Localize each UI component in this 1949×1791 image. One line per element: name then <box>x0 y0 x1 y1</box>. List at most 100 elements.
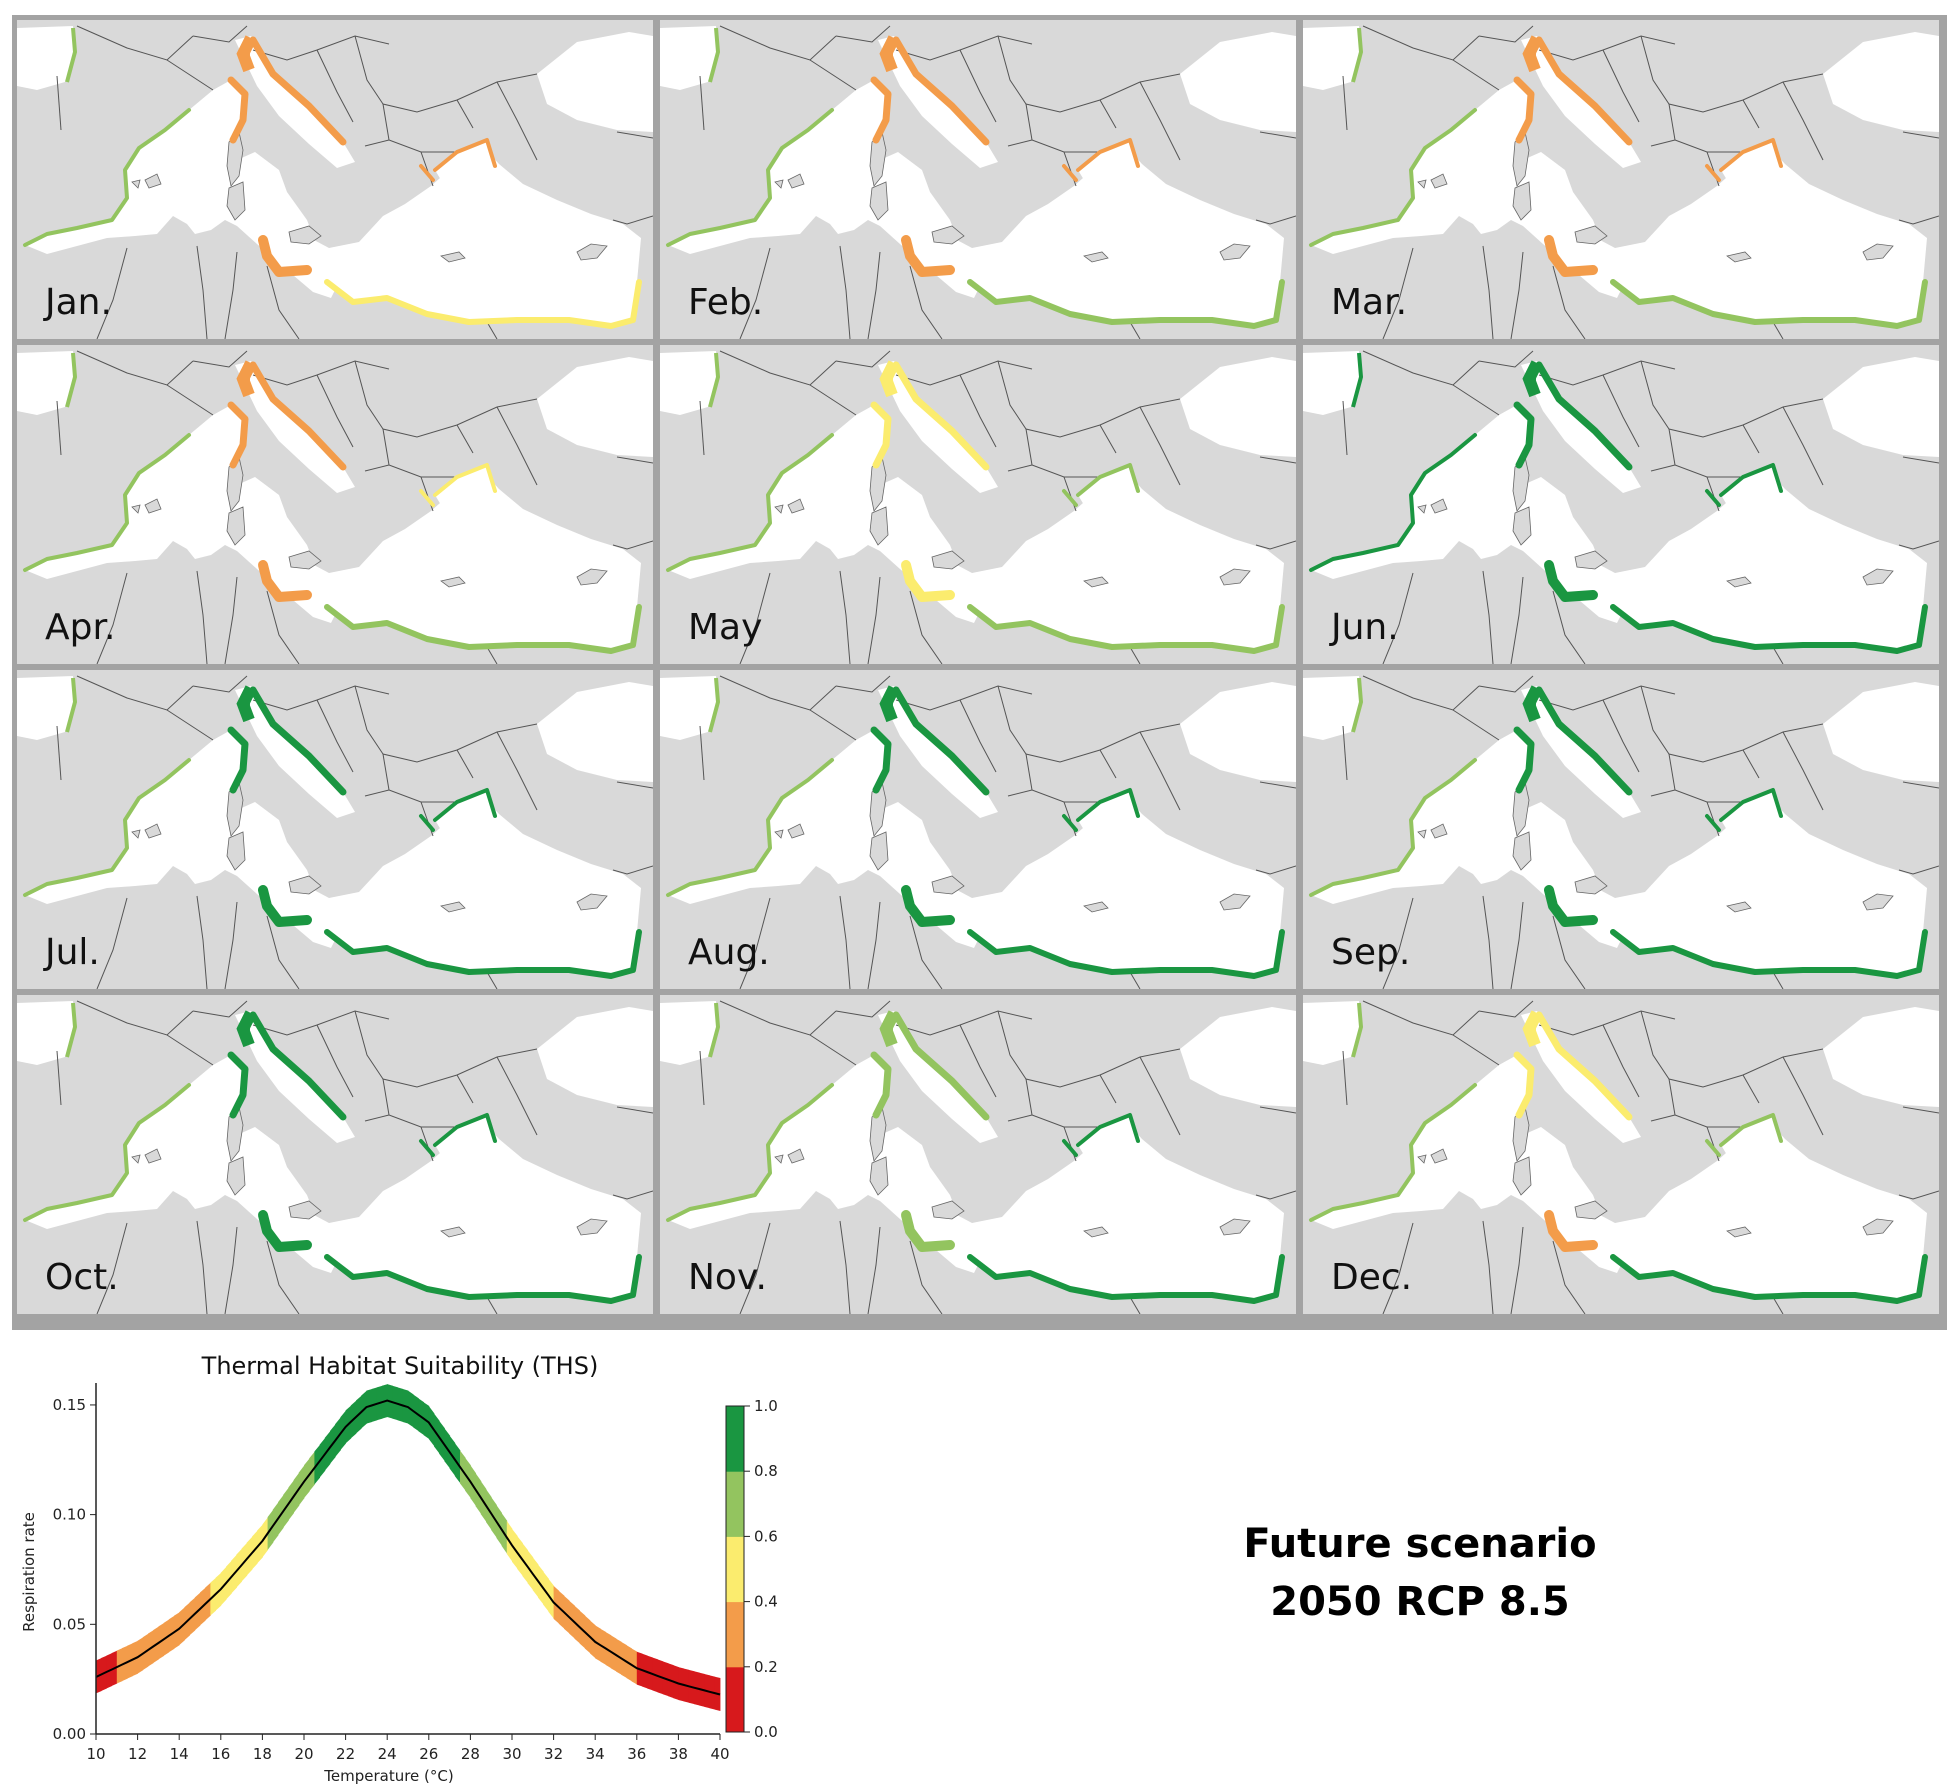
island <box>440 576 466 588</box>
country-border <box>616 131 653 139</box>
country-border <box>835 675 891 693</box>
map <box>1303 350 1939 664</box>
country-border <box>1510 576 1524 664</box>
map <box>17 1000 653 1314</box>
eastern-basin <box>1551 1121 1927 1301</box>
coastal-suitability <box>1309 433 1477 572</box>
x-tick-label: 18 <box>253 1745 272 1763</box>
country-border <box>1602 699 1640 773</box>
country-border <box>1255 865 1296 875</box>
map-panel-jun: Jun. <box>1303 345 1939 664</box>
colorbar-segment <box>726 1601 744 1668</box>
country-border <box>56 725 62 781</box>
country-border <box>839 1220 851 1314</box>
coastal-suitability <box>23 758 191 897</box>
country-border <box>1007 1114 1033 1122</box>
island <box>288 550 322 570</box>
country-border <box>354 35 538 113</box>
country-border <box>192 350 248 368</box>
coastal-suitability <box>23 1083 191 1222</box>
country-border <box>1772 1296 1784 1314</box>
black-sea <box>1180 357 1296 457</box>
country-border <box>364 789 390 797</box>
country-border <box>959 699 997 773</box>
eastern-basin <box>908 1121 1284 1301</box>
country-border <box>1342 725 1348 781</box>
country-border <box>1025 103 1100 153</box>
country-border <box>496 1056 538 1136</box>
country-border <box>76 350 194 386</box>
country-border <box>56 1050 62 1106</box>
north-adriatic-suitability <box>1522 685 1543 723</box>
coastal-suitability <box>419 788 497 832</box>
x-tick-label: 28 <box>461 1745 480 1763</box>
black-sea <box>1180 1007 1296 1107</box>
eastern-basin <box>265 796 641 976</box>
country-border <box>1342 75 1348 131</box>
country-border <box>1782 406 1824 486</box>
country-border <box>895 1010 1033 1036</box>
island <box>1219 568 1251 586</box>
country-border <box>1025 1078 1100 1128</box>
x-tick-label: 40 <box>710 1745 729 1763</box>
island <box>1417 829 1427 839</box>
country-border <box>867 1226 881 1314</box>
island <box>774 179 784 189</box>
country-border <box>909 915 943 989</box>
coastal-suitability <box>1705 463 1783 507</box>
country-border <box>1139 81 1181 161</box>
x-ticks: 10 12 14 16 18 20 22 24 26 28 30 32 34 36 38 40 <box>86 1734 730 1763</box>
island <box>1574 1200 1608 1220</box>
y-tick-label: 0.10 <box>53 1506 86 1524</box>
island <box>869 506 889 546</box>
island <box>1726 1226 1752 1238</box>
country-border <box>76 1000 194 1036</box>
map <box>17 25 653 339</box>
coastal-suitability <box>967 1254 1285 1304</box>
island <box>576 243 608 261</box>
coastal-suitability <box>258 1210 312 1252</box>
country-border <box>1255 540 1296 550</box>
coastal-suitability <box>1062 138 1140 182</box>
country-border <box>909 590 943 664</box>
country-border <box>1782 731 1824 811</box>
map-panel-nov: Nov. <box>660 995 1296 1314</box>
country-border <box>1552 915 1586 989</box>
country-border <box>96 247 128 339</box>
country-border <box>719 350 837 386</box>
coastal-suitability <box>1309 758 1477 897</box>
island <box>869 831 889 871</box>
country-border <box>1025 753 1100 803</box>
map <box>660 350 1296 664</box>
country-border <box>266 915 300 989</box>
atlantic-coast-suitability <box>65 352 78 408</box>
country-border <box>1452 709 1500 741</box>
coastal-suitability <box>324 929 642 979</box>
atlantic-coast-suitability <box>708 27 721 83</box>
country-border <box>364 464 390 472</box>
country-border <box>1482 245 1494 339</box>
country-border <box>1382 572 1414 664</box>
coastal-suitability <box>901 1210 955 1252</box>
country-border <box>809 709 857 741</box>
country-border <box>1898 1190 1939 1200</box>
coastal-suitability <box>967 929 1285 979</box>
country-border <box>252 360 390 386</box>
country-border <box>1538 1010 1676 1036</box>
coastal-suitability <box>324 279 642 329</box>
adriatic-sea <box>235 1011 355 1143</box>
month-label: Mar. <box>1331 282 1408 323</box>
country-border <box>1668 1078 1743 1128</box>
atlantic-water <box>660 26 718 90</box>
eastern-basin <box>265 1121 641 1301</box>
black-sea <box>1823 682 1939 782</box>
coastal-suitability <box>967 279 1285 329</box>
north-adriatic-suitability <box>1522 35 1543 73</box>
aegean-sea <box>1078 140 1160 242</box>
map <box>1303 25 1939 339</box>
north-adriatic-suitability <box>236 35 257 73</box>
country-border <box>739 1222 771 1314</box>
map-panel-mar: Mar. <box>1303 20 1939 339</box>
country-border <box>224 576 238 664</box>
country-border <box>1902 456 1939 464</box>
